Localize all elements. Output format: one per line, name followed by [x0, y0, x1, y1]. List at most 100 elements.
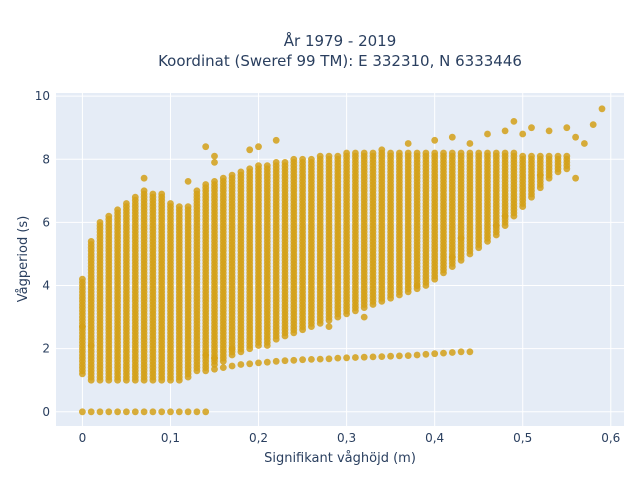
- data-point: [343, 149, 350, 157]
- x-axis-title: Signifikant våghöjd (m): [264, 451, 416, 466]
- data-point: [131, 408, 139, 416]
- data-point: [308, 356, 315, 363]
- data-point: [79, 408, 86, 416]
- data-point: [299, 155, 306, 163]
- data-point: [572, 174, 579, 182]
- data-point: [563, 152, 571, 160]
- data-point: [290, 356, 298, 364]
- data-point: [202, 351, 210, 359]
- data-point: [404, 149, 412, 157]
- data-point: [281, 357, 289, 365]
- data-point: [246, 165, 254, 173]
- data-point: [167, 408, 174, 416]
- chart-title-line2: Koordinat (Sweref 99 TM): E 332310, N 63…: [158, 52, 522, 70]
- data-point: [466, 140, 474, 147]
- data-point: [184, 178, 192, 185]
- data-point: [457, 149, 465, 157]
- data-point: [219, 364, 227, 371]
- data-point: [308, 155, 315, 163]
- data-point: [228, 362, 236, 370]
- y-axis-ticks: 0 2 4 6 8 10: [35, 89, 50, 419]
- data-point: [140, 408, 148, 416]
- data-point: [114, 408, 121, 416]
- data-point: [246, 360, 254, 368]
- data-point: [334, 152, 342, 160]
- data-point: [422, 350, 430, 358]
- x-tick-label: 0,6: [601, 431, 620, 445]
- data-point: [123, 200, 130, 207]
- data-point: [352, 354, 359, 361]
- data-point: [475, 149, 483, 157]
- data-point: [87, 342, 95, 349]
- data-point: [448, 149, 456, 157]
- data-point: [237, 168, 245, 176]
- data-point: [202, 367, 210, 375]
- y-tick-label: 8: [42, 152, 50, 166]
- data-point: [255, 143, 262, 151]
- y-tick-label: 6: [42, 215, 50, 229]
- chart-title-line1: År 1979 - 2019: [284, 31, 397, 50]
- x-tick-label: 0: [79, 431, 87, 445]
- data-point: [211, 365, 218, 373]
- data-point: [510, 118, 518, 125]
- data-point: [272, 357, 280, 365]
- data-point: [545, 127, 553, 135]
- data-point: [536, 171, 544, 179]
- data-point: [219, 174, 227, 182]
- data-point: [175, 203, 183, 211]
- data-point: [528, 152, 535, 160]
- x-tick-label: 0,3: [337, 431, 356, 445]
- data-point: [510, 149, 518, 157]
- data-point: [466, 348, 474, 356]
- data-point: [563, 124, 571, 132]
- data-point: [440, 349, 447, 357]
- x-tick-label: 0,1: [161, 431, 180, 445]
- data-point: [519, 130, 527, 138]
- data-point: [360, 353, 368, 361]
- data-point: [369, 149, 377, 157]
- data-point: [492, 149, 500, 157]
- data-point: [581, 140, 588, 147]
- data-point: [184, 408, 192, 416]
- data-point: [158, 190, 166, 198]
- data-point: [123, 408, 130, 416]
- data-point: [87, 238, 95, 245]
- data-point: [457, 234, 465, 242]
- data-point: [484, 149, 491, 157]
- data-point: [255, 359, 262, 367]
- data-point: [79, 323, 86, 330]
- x-tick-label: 0,4: [425, 431, 444, 445]
- data-point: [87, 408, 95, 416]
- data-point: [536, 152, 544, 160]
- data-point: [211, 354, 218, 362]
- y-tick-label: 0: [42, 405, 50, 419]
- data-point: [184, 203, 192, 211]
- data-point: [501, 127, 509, 135]
- data-point: [378, 353, 386, 360]
- data-point: [158, 408, 166, 416]
- data-point: [211, 159, 218, 166]
- data-point: [325, 355, 333, 363]
- y-tick-label: 4: [42, 279, 50, 293]
- data-point: [114, 206, 121, 214]
- data-point: [325, 152, 333, 160]
- data-point: [246, 146, 254, 154]
- data-point: [352, 149, 359, 157]
- data-point: [202, 143, 210, 151]
- data-point: [105, 212, 113, 220]
- data-points: [79, 105, 606, 416]
- data-point: [431, 350, 439, 358]
- data-point: [149, 408, 157, 416]
- data-point: [149, 190, 157, 198]
- data-point: [413, 282, 421, 289]
- x-tick-label: 0,2: [249, 431, 268, 445]
- data-point: [211, 152, 218, 160]
- x-tick-label: 0,5: [513, 431, 532, 445]
- data-point: [431, 149, 439, 157]
- data-point: [140, 187, 148, 195]
- data-point: [396, 352, 403, 360]
- data-point: [175, 408, 183, 416]
- data-point: [281, 159, 289, 166]
- data-point: [272, 136, 280, 144]
